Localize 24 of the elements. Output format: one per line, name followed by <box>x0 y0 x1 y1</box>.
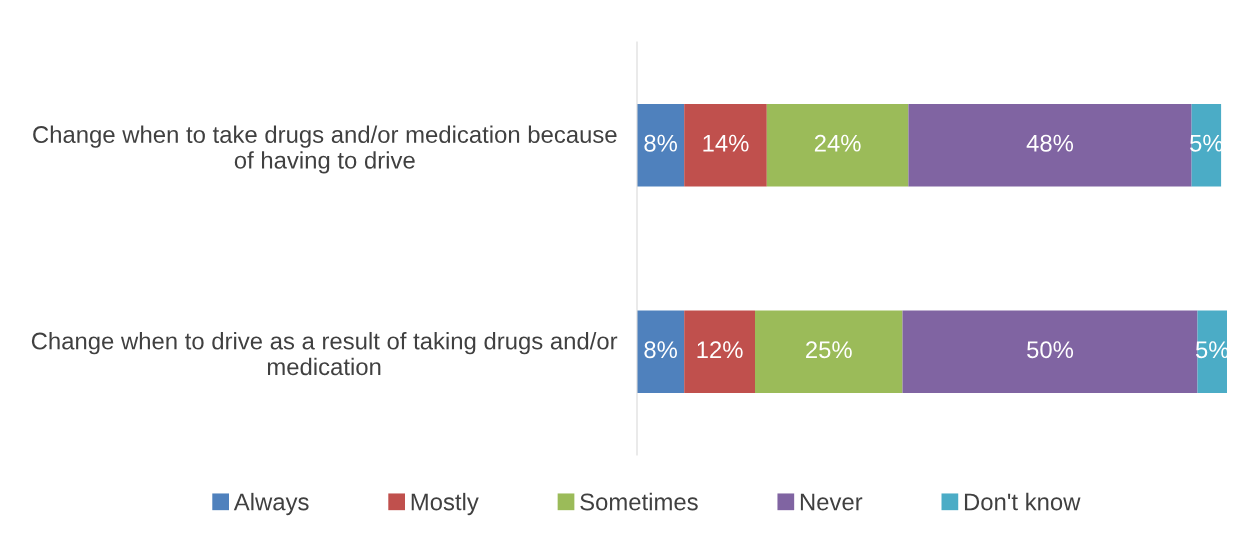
data-label: 14% <box>703 134 749 152</box>
data-label: 8% <box>644 341 678 359</box>
bar <box>684 310 755 394</box>
y-tick-label: Change when to take drugs and/or medication because of having to drive <box>33 125 617 174</box>
legend-label: Always <box>233 492 309 516</box>
data-label: 8% <box>644 134 678 152</box>
bar <box>766 103 909 187</box>
bar <box>684 103 767 187</box>
data-label: 12% <box>697 341 743 359</box>
legend-label: Never <box>800 493 863 511</box>
bar <box>755 310 903 394</box>
y-tick-label: Change when to drive as a result of taking drugs and/or medication <box>31 331 618 376</box>
data-label: 50% <box>1027 341 1074 359</box>
bar <box>902 310 1198 394</box>
bar <box>637 310 685 394</box>
data-label: 48% <box>1026 134 1074 152</box>
bar <box>908 103 1192 187</box>
legend-label: Sometimes <box>580 492 698 511</box>
legend-label: Mostly <box>411 492 479 516</box>
bar <box>1197 310 1227 394</box>
data-label: 24% <box>814 134 861 152</box>
data-label: 25% <box>806 341 852 359</box>
legend-label: Don't know <box>964 492 1081 511</box>
bar <box>637 103 685 187</box>
